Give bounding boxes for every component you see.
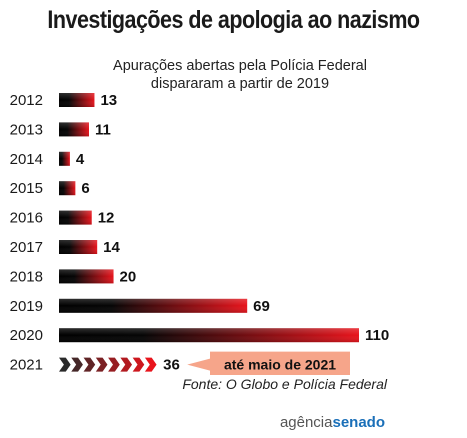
year-label-2014: 2014	[10, 151, 43, 168]
bar-gloss-2016	[59, 210, 92, 225]
chart-title: Investigações de apologia ao nazismo	[47, 6, 420, 34]
value-label-2014: 4	[76, 151, 85, 168]
bars-group: 2012 13 2013 11 2014 4 2015 6 2016 12 2017 14 2018 20…	[10, 92, 389, 375]
year-label-2018: 2018	[10, 268, 43, 285]
value-label-2017: 14	[103, 239, 120, 256]
value-label-2018: 20	[120, 268, 137, 285]
bar-gloss-2018	[59, 269, 114, 284]
brand-part-2: senado	[332, 414, 385, 431]
value-label-2013: 11	[95, 121, 111, 138]
year-label-2021: 2021	[10, 357, 43, 374]
year-label-2020: 2020	[10, 327, 43, 344]
subtitle-line-2: dispararam a partir de 2019	[150, 76, 330, 92]
bar-2021	[59, 357, 157, 372]
subtitle-line-1: Apurações abertas pela Polícia Federal	[113, 58, 367, 74]
bar-chevron	[120, 357, 133, 372]
year-label-2016: 2016	[10, 210, 43, 227]
value-label-2012: 13	[100, 92, 117, 109]
bar-chevron	[95, 357, 108, 372]
bar-gloss-2015	[59, 181, 76, 196]
bar-chevron	[108, 357, 120, 372]
chart-subtitle: Apurações abertas pela Polícia Federal d…	[40, 57, 440, 93]
brand-part-1: agência	[279, 414, 333, 431]
bar-gloss-2020	[59, 328, 359, 343]
year-label-2017: 2017	[10, 239, 43, 256]
value-label-2015: 6	[81, 180, 89, 197]
bar-chart: 2012 13 2013 11 2014 4 2015 6 2016 12 2017 14 2018 20…	[10, 92, 389, 375]
year-label-2015: 2015	[10, 180, 43, 197]
year-label-2013: 2013	[10, 121, 43, 138]
annotation-text: até maio de 2021	[224, 357, 336, 373]
brand-logo: agênciasenado	[280, 414, 385, 432]
bar-gloss-2014	[59, 151, 70, 166]
bar-gloss-2017	[59, 240, 98, 254]
year-label-2012: 2012	[10, 92, 43, 109]
bar-gloss-2013	[59, 122, 89, 137]
annotation-callout	[187, 351, 350, 375]
bar-chevron	[144, 357, 157, 372]
bar-chevron	[83, 357, 96, 372]
bar-chevron	[59, 357, 71, 372]
year-label-2019: 2019	[10, 298, 43, 315]
value-label-2019: 69	[253, 298, 270, 315]
source-note: Fonte: O Globo e Polícia Federal	[182, 376, 387, 392]
bar-gloss-2019	[59, 298, 248, 313]
value-label-2021: 36	[163, 357, 180, 374]
value-label-2016: 12	[98, 210, 115, 227]
bar-chevron	[132, 357, 145, 372]
bar-chevron	[71, 357, 83, 372]
bar-gloss-2012	[59, 93, 95, 107]
value-label-2020: 110	[365, 327, 389, 344]
